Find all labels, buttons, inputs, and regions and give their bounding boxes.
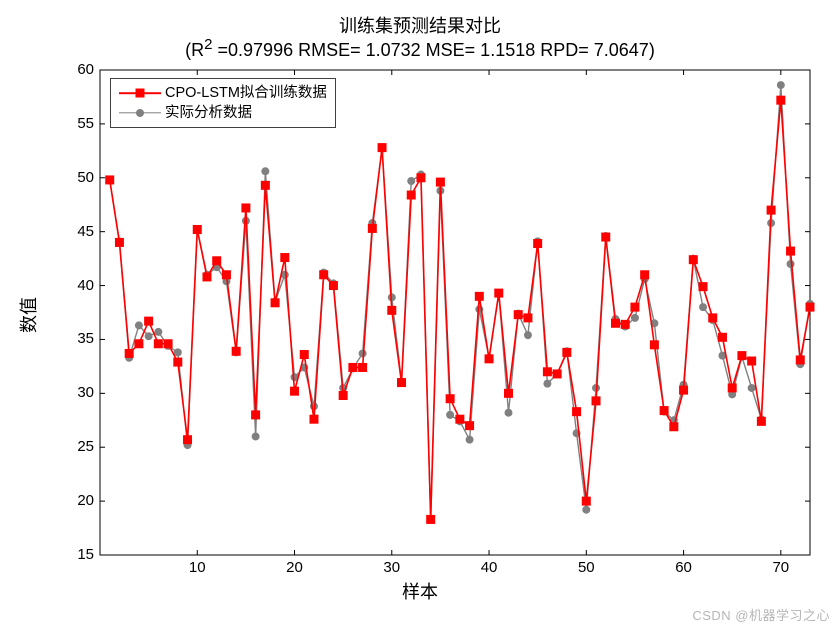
y-tick-label: 15 [66,546,94,563]
legend-item: CPO-LSTM拟合训练数据 [119,83,327,103]
y-tick-label: 35 [66,330,94,347]
legend-item: 实际分析数据 [119,103,327,123]
y-tick-label: 20 [66,492,94,509]
x-tick-label: 70 [769,559,793,576]
y-tick-label: 50 [66,169,94,186]
y-tick-label: 45 [66,223,94,240]
x-tick-label: 10 [185,559,209,576]
y-tick-label: 55 [66,115,94,132]
y-tick-label: 30 [66,384,94,401]
x-tick-label: 20 [283,559,307,576]
legend-label: CPO-LSTM拟合训练数据 [165,83,327,103]
x-tick-label: 40 [477,559,501,576]
legend-swatch [119,103,161,123]
legend-swatch [119,83,161,103]
chart-container: 训练集预测结果对比 (R2 =0.97996 RMSE= 1.0732 MSE=… [0,0,840,630]
y-tick-label: 40 [66,277,94,294]
legend-label: 实际分析数据 [165,103,252,123]
watermark: CSDN @机器学习之心 [692,605,830,624]
y-tick-label: 60 [66,61,94,78]
legend: CPO-LSTM拟合训练数据实际分析数据 [110,78,336,128]
x-tick-label: 30 [380,559,404,576]
y-tick-label: 25 [66,438,94,455]
x-tick-label: 60 [672,559,696,576]
x-tick-label: 50 [574,559,598,576]
